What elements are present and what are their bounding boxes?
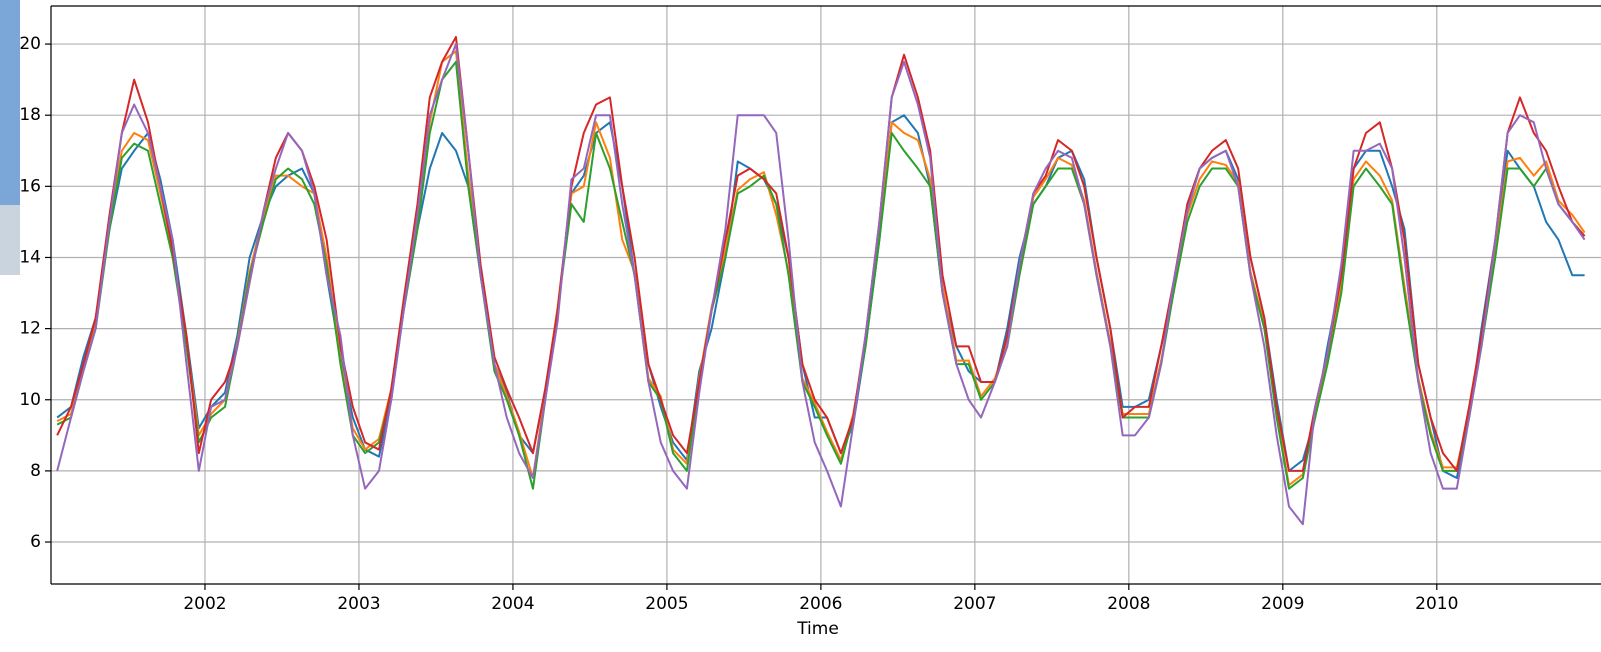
y-tick-label: 16: [19, 176, 41, 196]
background-photo: [0, 205, 20, 275]
y-tick-label: 8: [30, 461, 41, 481]
x-tick-label: 2004: [491, 594, 534, 614]
series-line: [56, 43, 1586, 526]
x-tick-label: 2010: [1415, 594, 1458, 614]
x-axis-label: Time: [796, 619, 839, 639]
x-tick-label: 2008: [1107, 594, 1150, 614]
y-tick-label: 6: [30, 532, 41, 552]
x-tick-label: 2007: [953, 594, 996, 614]
y-tick-label: 18: [19, 105, 41, 125]
x-tick-label: 2005: [645, 594, 688, 614]
y-tick-label: 12: [19, 319, 41, 339]
x-tick-label: 2006: [799, 594, 842, 614]
series-line: [56, 60, 1586, 490]
y-tick-label: 10: [19, 390, 41, 410]
x-tick-label: 2009: [1261, 594, 1304, 614]
y-tick-label: 20: [19, 34, 41, 54]
background-photo: [0, 0, 20, 205]
y-tick-label: 14: [19, 247, 41, 267]
x-tick-label: 2003: [337, 594, 380, 614]
x-tick-label: 2002: [183, 594, 226, 614]
plot-area: [51, 6, 1601, 584]
